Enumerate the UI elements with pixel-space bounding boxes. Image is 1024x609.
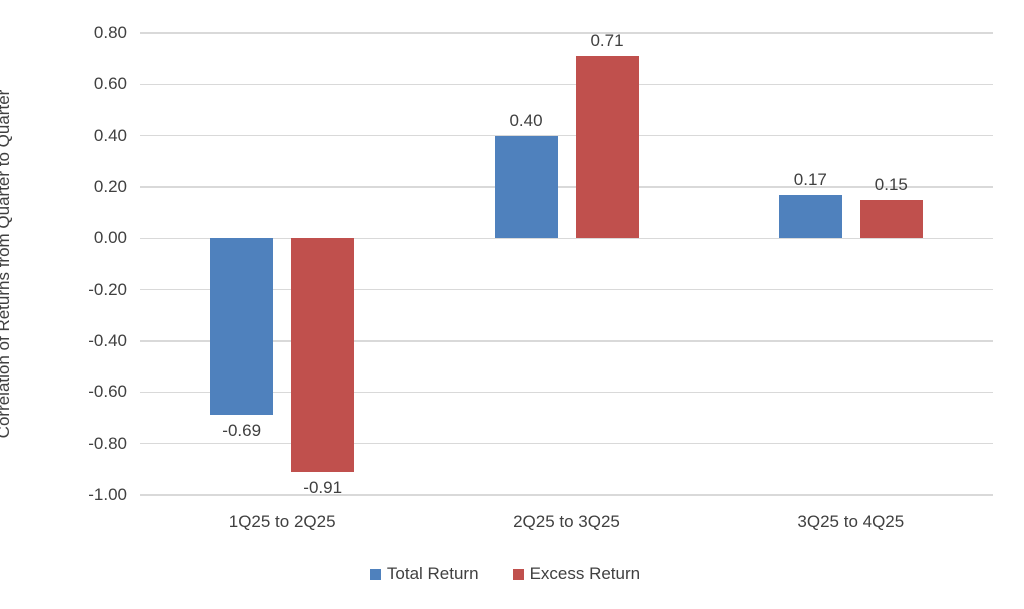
gridline: [140, 32, 993, 34]
y-tick-label: -0.60: [88, 382, 127, 402]
legend-label: Excess Return: [529, 564, 641, 583]
legend-item-excess-return: Excess Return: [512, 564, 641, 584]
bar-total-return: [778, 194, 842, 239]
bar-value-label: 0.40: [509, 110, 543, 130]
y-tick-label: 0.40: [93, 125, 127, 145]
bar-value-label: 0.15: [874, 174, 908, 194]
bar-total-return: [210, 238, 274, 416]
y-tick-label: -0.40: [88, 331, 127, 350]
bar-value-label: 0.17: [793, 169, 827, 189]
y-tick-label: 0.20: [93, 177, 127, 196]
bar-value-label: 0.71: [590, 31, 624, 51]
x-category-label: 2Q25 to 3Q25: [513, 512, 620, 531]
bar-value-label: -0.69: [222, 421, 262, 441]
x-category-label: 1Q25 to 2Q25: [228, 512, 336, 531]
bar-excess-return: [291, 238, 355, 472]
gridline: [140, 186, 993, 188]
bar-total-return: [494, 135, 558, 239]
gridline: [140, 134, 993, 137]
gridline: [140, 391, 993, 394]
gridline: [140, 237, 993, 240]
x-category-label: 3Q25 to 4Q25: [797, 512, 905, 531]
legend: Total Return Excess Return: [0, 564, 1010, 584]
y-tick-label: 0.00: [93, 228, 127, 248]
bar-excess-return: [575, 56, 639, 239]
y-tick-label: 0.60: [93, 74, 127, 94]
y-tick-label: -0.20: [88, 279, 127, 299]
legend-item-total-return: Total Return: [369, 564, 479, 584]
legend-swatch-icon: [512, 568, 524, 580]
gridline: [140, 494, 993, 496]
bar-value-label: -0.91: [303, 477, 343, 497]
y-tick-label: -0.80: [88, 433, 127, 453]
gridline: [140, 442, 993, 445]
y-tick-label: -1.00: [88, 485, 127, 504]
gridline: [140, 83, 993, 86]
bar-excess-return: [859, 199, 923, 239]
legend-label: Total Return: [386, 564, 479, 583]
gridline: [140, 288, 993, 291]
y-tick-label: 0.80: [93, 23, 127, 42]
gridline: [140, 340, 993, 342]
legend-swatch-icon: [369, 568, 381, 580]
y-axis-title: Correlation of Returns from Quarter to Q…: [0, 89, 13, 439]
